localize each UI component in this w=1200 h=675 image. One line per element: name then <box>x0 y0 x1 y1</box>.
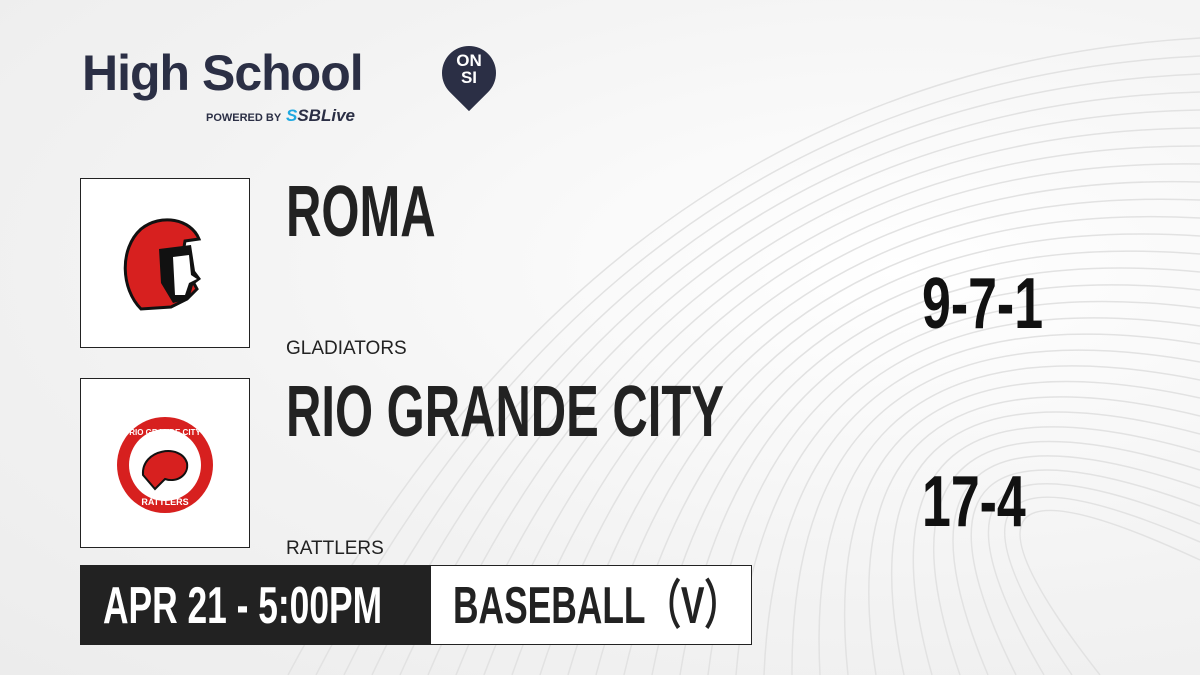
team-name: ROMA <box>286 172 436 252</box>
team-mascot: GLADIATORS <box>286 338 407 359</box>
on-si-badge: ON SI <box>456 51 482 87</box>
roma-logo <box>80 178 250 348</box>
spartan-helmet-icon <box>115 213 215 313</box>
rio-grande-city-logo: RIO GRANDE CITY RATTLERS <box>80 378 250 548</box>
sblive-logo: SSBLive <box>286 106 355 125</box>
game-info-bar: APR 21 - 5:00PM BASEBALL（V） <box>80 565 752 645</box>
rattlesnake-icon: RIO GRANDE CITY RATTLERS <box>117 417 213 513</box>
brand-title: High School <box>82 45 364 101</box>
team-name: RIO GRANDE CITY <box>286 372 724 452</box>
team-record: 9-7-1 <box>922 264 1044 344</box>
game-datetime: APR 21 - 5:00PM <box>103 577 383 635</box>
svg-text:RIO GRANDE CITY: RIO GRANDE CITY <box>129 428 201 437</box>
team-record: 17-4 <box>922 462 1026 542</box>
team-mascot: RATTLERS <box>286 538 384 559</box>
game-sport: BASEBALL（V） <box>453 577 740 635</box>
powered-by-label: POWERED BY <box>206 112 282 124</box>
svg-text:RATTLERS: RATTLERS <box>141 497 188 507</box>
